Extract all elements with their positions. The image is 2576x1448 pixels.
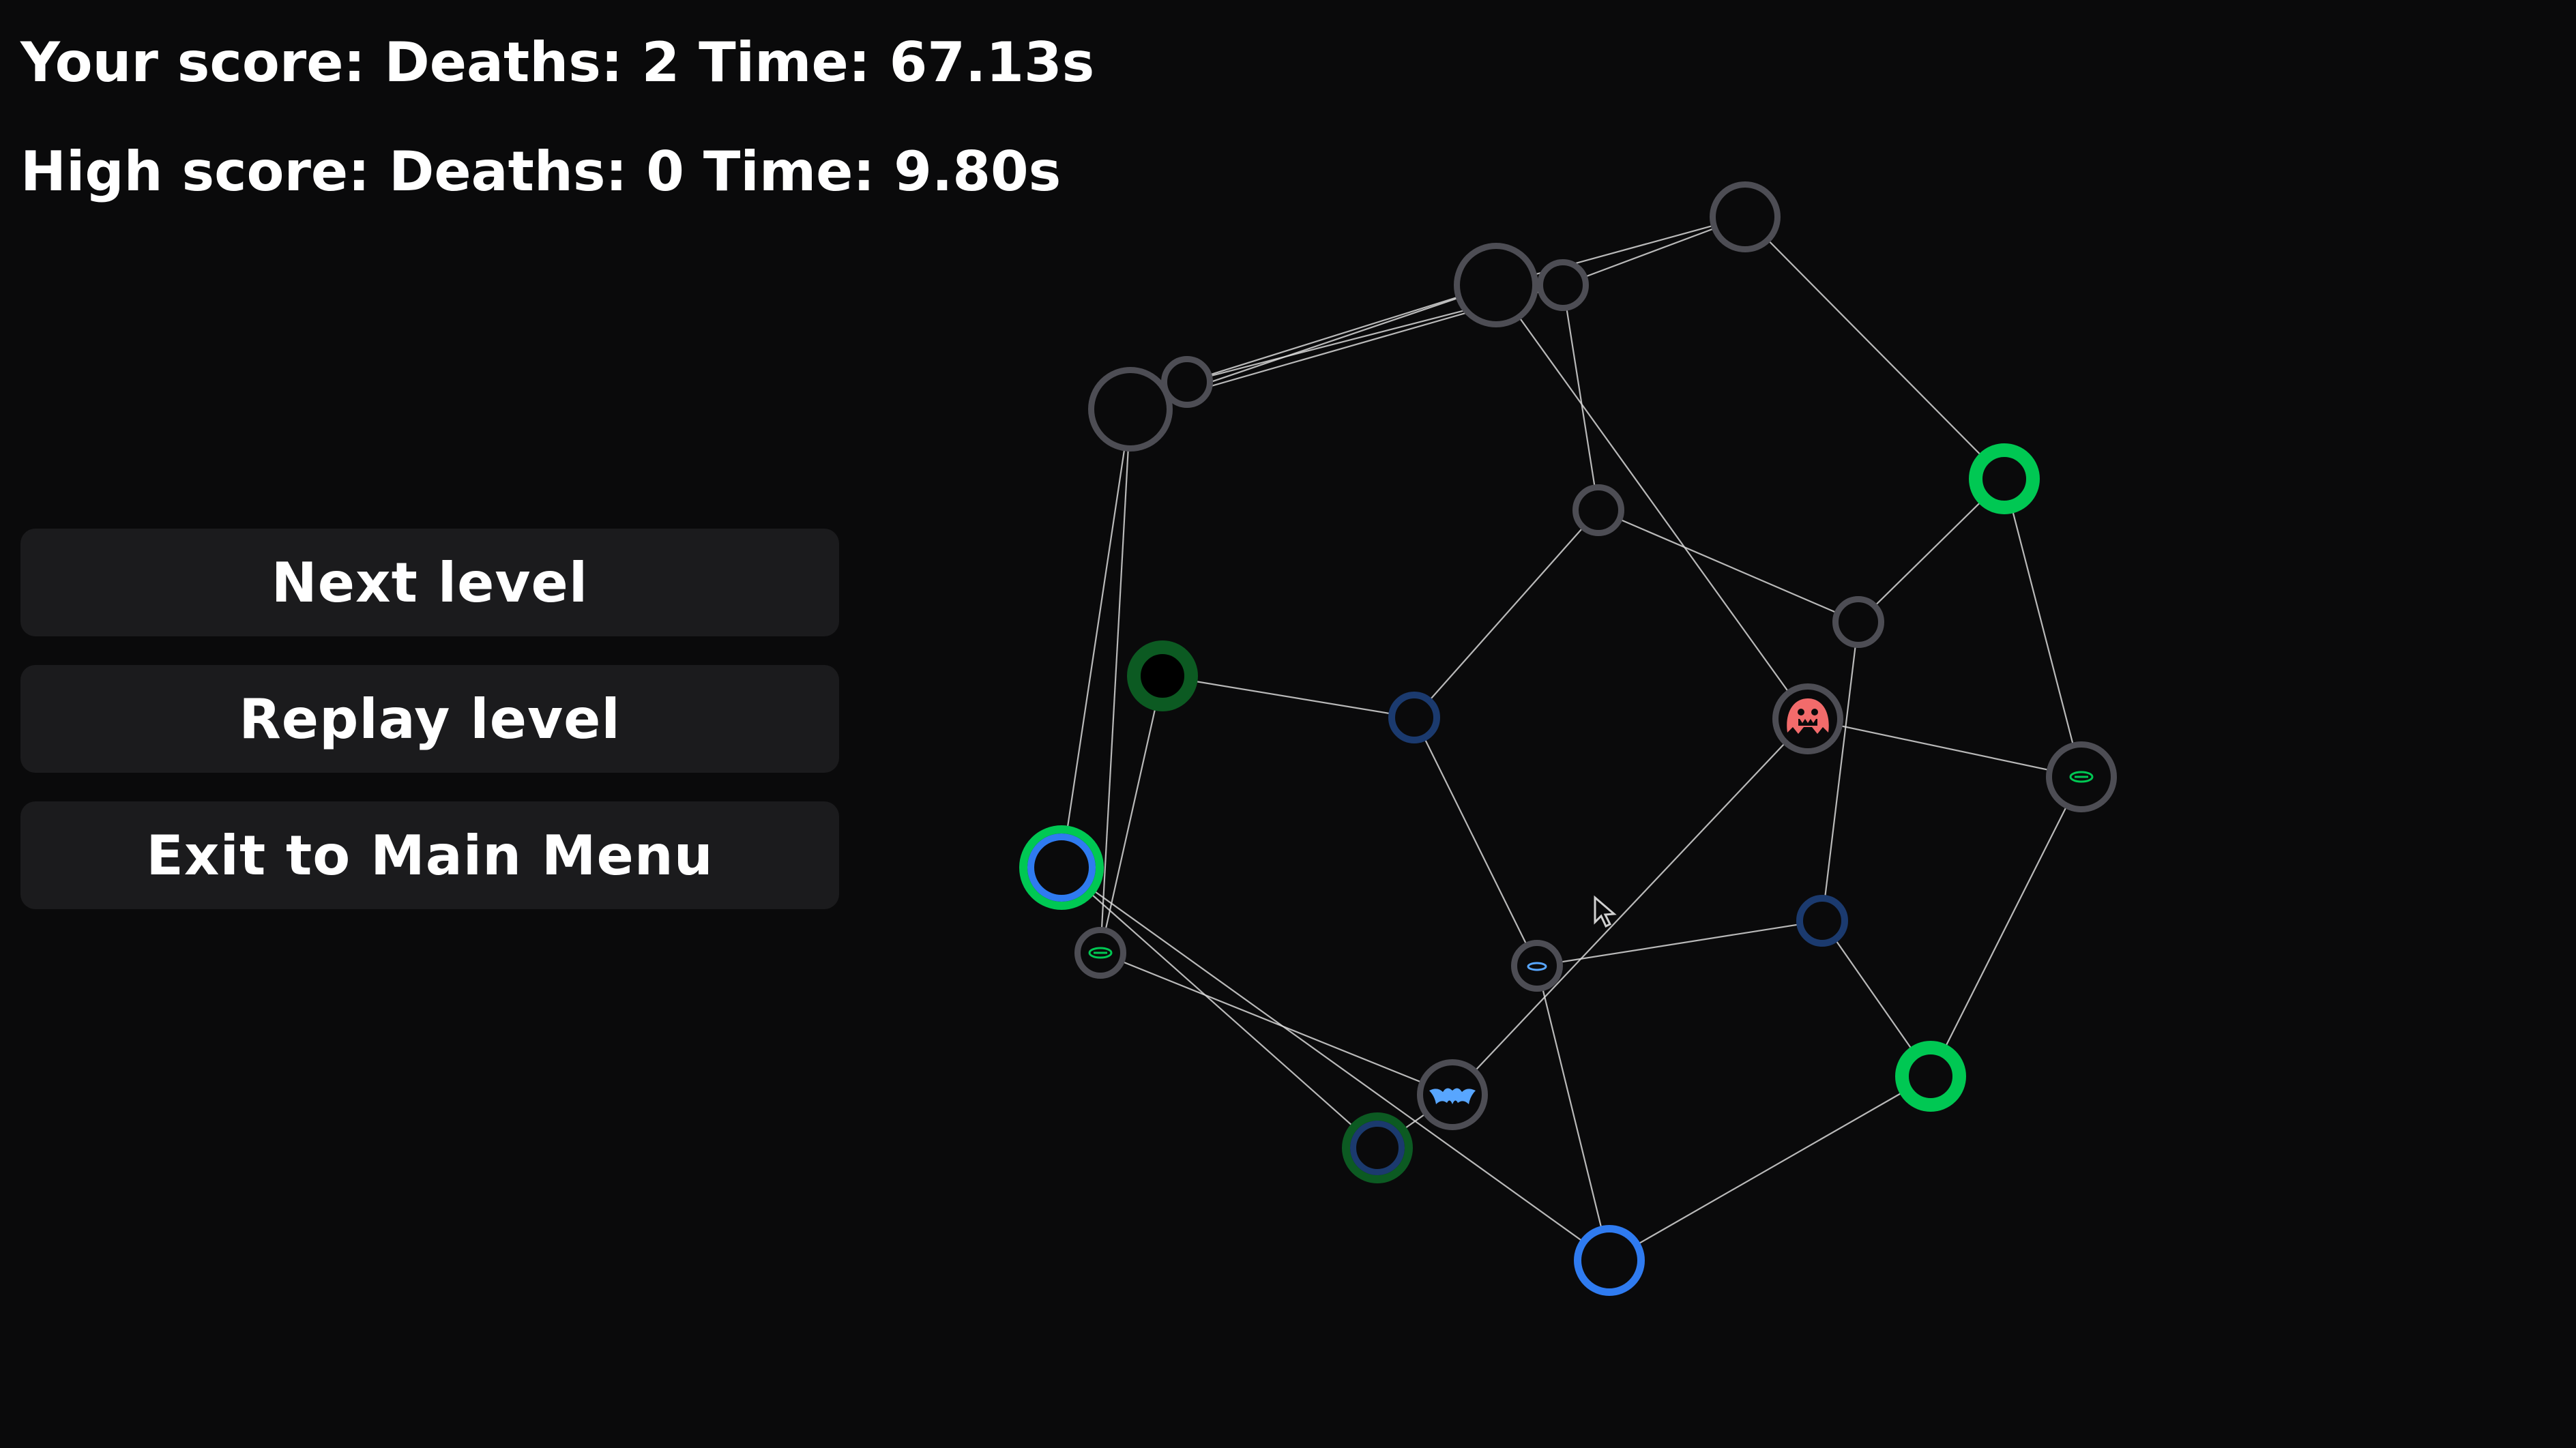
node-ring: [1161, 356, 1213, 408]
node-ring: [1019, 825, 1104, 910]
red-monster-icon: [1787, 698, 1829, 734]
node-inner-ring: [1350, 1121, 1405, 1175]
graph-node-n6[interactable]: [1969, 443, 2040, 514]
graph-edge-n13-n18: [1061, 867, 1378, 1149]
graph-edge-n15-n20: [1536, 965, 1611, 1261]
graph-node-n2[interactable]: [1537, 259, 1589, 311]
next-level-button[interactable]: Next level: [20, 529, 839, 636]
graph-edge-n5-n14: [1099, 409, 1132, 954]
node-ring: [1574, 1225, 1645, 1296]
replay-level-button[interactable]: Replay level: [20, 665, 839, 773]
graph-nodes: [1019, 181, 2117, 1296]
graph-node-n4[interactable]: [1161, 356, 1213, 408]
exit-to-main-menu-button[interactable]: Exit to Main Menu: [20, 801, 839, 909]
node-ring: [1969, 443, 2040, 514]
bat-icon: [1429, 1088, 1476, 1104]
node-inner-ring: [1027, 833, 1096, 902]
graph-node-n5[interactable]: [1088, 367, 1173, 452]
graph-edge-n15-n16: [1536, 919, 1823, 967]
graph-edge-n7-n8: [1598, 509, 1859, 623]
graph-edge-n8-n16: [1821, 621, 1860, 921]
graph-edge-n11-n12: [1162, 675, 1415, 719]
green-slime-icon: [2069, 771, 2094, 783]
node-ring: [1511, 940, 1563, 992]
graph-node-n19[interactable]: [1895, 1041, 1966, 1112]
node-ring: [1388, 692, 1440, 743]
graph-node-n12[interactable]: [1388, 692, 1440, 743]
graph-edge-n14-n17: [1100, 951, 1453, 1096]
graph-edge-n1-n3: [1495, 216, 1746, 286]
node-ring: [1537, 259, 1589, 311]
green-slime-icon: [1088, 947, 1113, 959]
graph-node-n1[interactable]: [1710, 181, 1781, 252]
node-ring: [1454, 243, 1538, 327]
graph-edge-n12-n15: [1414, 717, 1538, 966]
graph-edge-n13-n20: [1061, 867, 1610, 1261]
graph-node-n8[interactable]: [1832, 596, 1884, 648]
graph-edge-n9-n10: [1807, 718, 2082, 778]
graph-node-n16[interactable]: [1796, 895, 1848, 947]
node-ring: [1088, 367, 1173, 452]
graph-edge-n3-n4: [1186, 284, 1497, 383]
graph-edge-n3-n9: [1495, 284, 1809, 720]
graph-edge-n19-n20: [1609, 1076, 1931, 1261]
node-ring: [1832, 596, 1884, 648]
graph-node-n14[interactable]: [1074, 927, 1126, 979]
node-ring: [1572, 484, 1624, 536]
graph-node-n7[interactable]: [1572, 484, 1624, 536]
graph-edge-n9-n17: [1452, 718, 1809, 1095]
graph-node-n9[interactable]: [1772, 683, 1843, 754]
pointer-cursor-icon: [1594, 895, 1617, 928]
graph-edge-n6-n10: [2003, 478, 2083, 778]
node-ring: [1796, 895, 1848, 947]
graph-node-n15[interactable]: [1511, 940, 1563, 992]
graph-edge-n11-n14: [1099, 675, 1164, 954]
graph-edge-n1-n6: [1744, 216, 2005, 479]
graph-node-n11[interactable]: [1127, 640, 1198, 711]
node-ring: [1895, 1041, 1966, 1112]
blue-slime-icon: [1527, 962, 1547, 971]
graph-edge-n7-n12: [1414, 509, 1599, 718]
graph-node-n13[interactable]: [1019, 825, 1104, 910]
mouse-cursor: [1594, 895, 1617, 928]
graph-edge-n2-n7: [1562, 284, 1600, 511]
graph-node-n20[interactable]: [1574, 1225, 1645, 1296]
graph-edge-n5-n13: [1060, 409, 1132, 868]
graph-node-n18[interactable]: [1342, 1112, 1413, 1183]
node-ring: [1710, 181, 1781, 252]
high-score: High score: Deaths: 0 Time: 9.80s: [20, 140, 1062, 203]
graph-node-n3[interactable]: [1454, 243, 1538, 327]
graph-node-n17[interactable]: [1417, 1059, 1488, 1130]
graph-node-n10[interactable]: [2046, 741, 2117, 812]
current-score: Your score: Deaths: 2 Time: 67.13s: [20, 31, 1095, 94]
node-ring: [1127, 640, 1198, 711]
graph-edge-n10-n19: [1930, 776, 2082, 1077]
